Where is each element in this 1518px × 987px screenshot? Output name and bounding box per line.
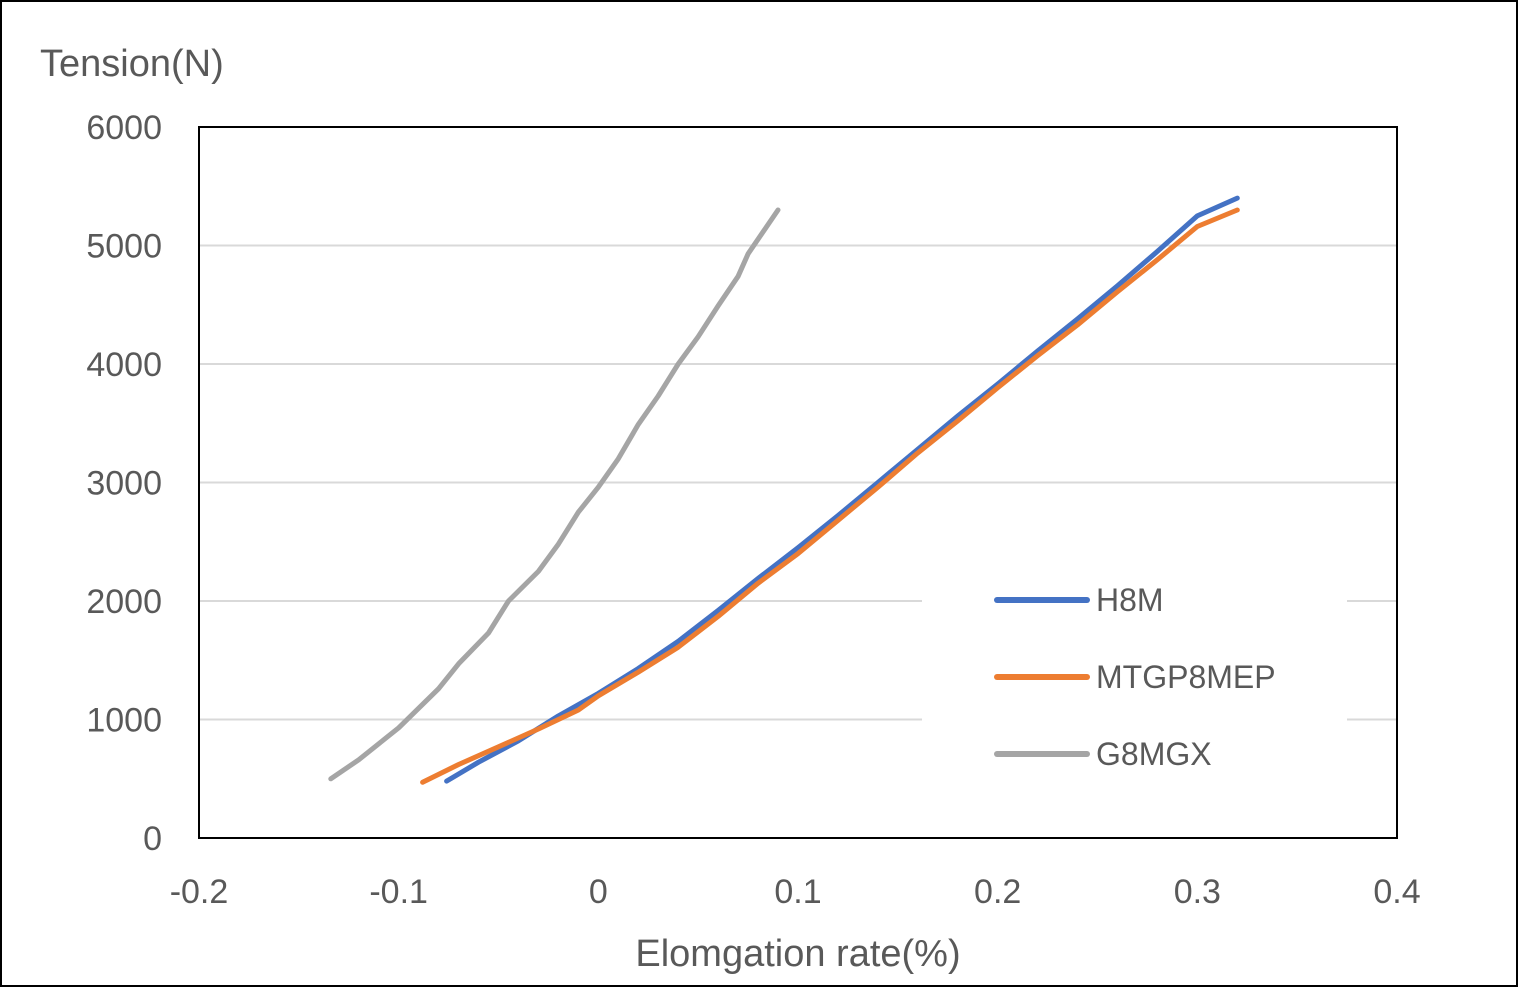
legend-label-h8m: H8M — [1096, 582, 1164, 618]
y-tick-label-1: 1000 — [86, 702, 162, 740]
y-tick-label-4: 4000 — [86, 346, 162, 384]
series-lines — [328, 195, 1240, 785]
x-tick-label-1: -0.1 — [369, 873, 428, 911]
y-tick-label-3: 3000 — [86, 465, 162, 503]
y-tick-label-0: 0 — [143, 820, 162, 858]
x-tick-labels: -0.2 -0.1 0 0.1 0.2 0.3 0.4 — [170, 873, 1421, 911]
y-tick-label-6: 6000 — [86, 109, 162, 147]
x-tick-label-2: 0 — [589, 873, 608, 911]
legend-label-mtgp8mep: MTGP8MEP — [1096, 659, 1276, 695]
y-tick-label-5: 5000 — [86, 228, 162, 266]
x-tick-label-3: 0.1 — [774, 873, 821, 911]
series-line-g8mgx — [328, 207, 781, 782]
x-tick-label-4: 0.2 — [974, 873, 1021, 911]
x-tick-label-6: 0.4 — [1373, 873, 1420, 911]
series-line-h8m — [444, 195, 1240, 784]
y-tick-label-2: 2000 — [86, 583, 162, 621]
plot-area-frame — [198, 126, 1398, 839]
x-tick-label-0: -0.2 — [170, 873, 229, 911]
gridlines — [199, 244, 1397, 721]
y-tick-labels: 0 1000 2000 3000 4000 5000 6000 — [86, 109, 162, 858]
x-tick-label-5: 0.3 — [1174, 873, 1221, 911]
series-line-mtgp8mep — [420, 207, 1240, 785]
legend: H8M MTGP8MEP G8MGX — [994, 582, 1276, 772]
x-axis-title: Elomgation rate(%) — [635, 933, 960, 975]
y-axis-title: Tension(N) — [40, 43, 224, 85]
legend-label-g8mgx: G8MGX — [1096, 736, 1212, 772]
